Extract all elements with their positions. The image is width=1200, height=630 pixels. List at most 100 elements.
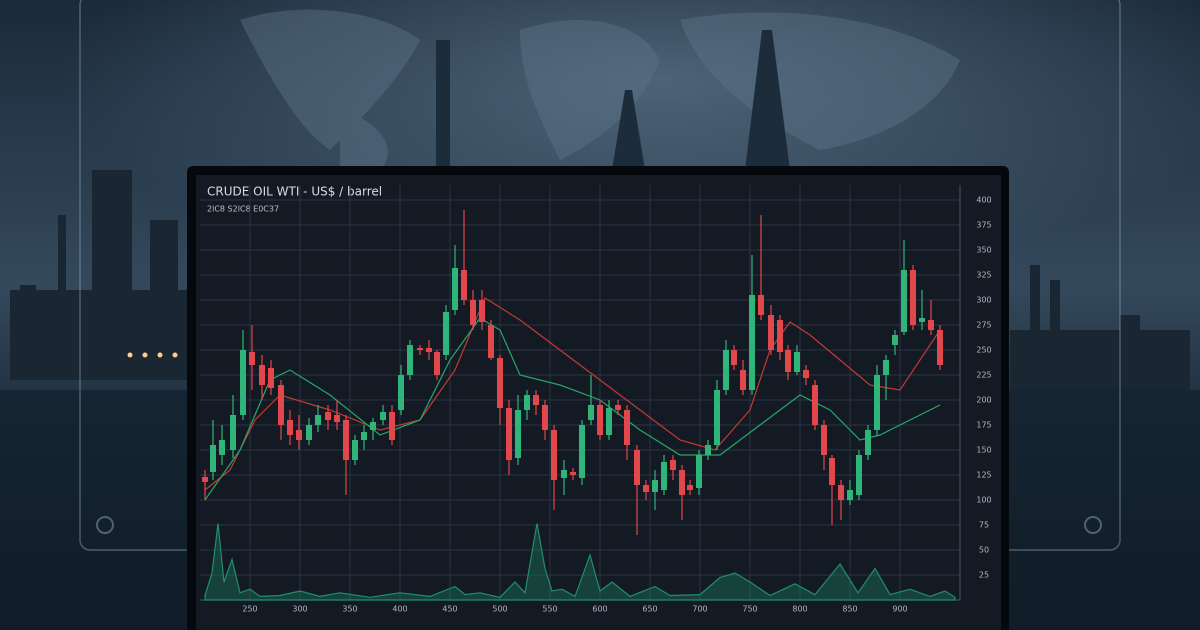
x-tick-label: 750 [742, 605, 757, 614]
candle-body [768, 315, 774, 350]
candle-body [928, 320, 934, 330]
candle-body [240, 350, 246, 415]
candle-body [315, 415, 321, 425]
y-tick-label: 375 [976, 221, 991, 230]
x-tick-label: 250 [242, 605, 257, 614]
candle-body [749, 295, 755, 390]
candle-body [634, 450, 640, 485]
x-tick-label: 400 [392, 605, 407, 614]
candle-body [370, 422, 376, 430]
average-line [204, 297, 941, 491]
chart-subtitle: 2lC8 S2lC8 E0C37 [207, 205, 279, 214]
y-tick-label: 325 [976, 271, 991, 280]
candle-body [352, 440, 358, 460]
panel-knob [1084, 516, 1102, 534]
candle-body [937, 330, 943, 365]
y-tick-label: 350 [976, 246, 991, 255]
x-tick-label: 650 [642, 605, 657, 614]
candle-body [714, 390, 720, 445]
x-tick-label: 900 [892, 605, 907, 614]
candle-body [343, 420, 349, 460]
panel-knob [96, 516, 114, 534]
candle-body [389, 412, 395, 440]
world-map [240, 9, 960, 170]
candle-body [777, 320, 783, 352]
x-tick-label: 700 [692, 605, 707, 614]
y-tick-label: 175 [976, 421, 991, 430]
candle-body [210, 445, 216, 472]
candle-body [892, 335, 898, 345]
candle-body [398, 375, 404, 410]
x-tick-label: 800 [792, 605, 807, 614]
candle-body [380, 412, 386, 420]
candle-body [847, 490, 853, 500]
candle-body [785, 350, 791, 372]
candle-body [470, 300, 476, 325]
candle-body [452, 268, 458, 310]
candle-body [202, 477, 208, 482]
candle-body [910, 270, 916, 325]
candle-body [506, 408, 512, 460]
candle-body [606, 408, 612, 435]
candle-body [829, 458, 835, 485]
candle-body [901, 270, 907, 332]
y-tick-label: 25 [979, 571, 989, 580]
candle-body [278, 385, 284, 425]
candle-body [705, 445, 711, 455]
x-tick-label: 850 [842, 605, 857, 614]
candle-body [588, 405, 594, 420]
candle-body [821, 425, 827, 455]
candle-body [417, 348, 423, 350]
y-tick-label: 75 [979, 521, 989, 530]
y-tick-label: 250 [976, 346, 991, 355]
refinery-right [1010, 265, 1190, 390]
candle-body [652, 480, 658, 492]
candle-body [287, 420, 293, 435]
candle-body [561, 470, 567, 478]
candle-body [579, 425, 585, 478]
x-tick-label: 550 [542, 605, 557, 614]
y-tick-label: 125 [976, 471, 991, 480]
candle-body [434, 352, 440, 375]
candle-body [856, 455, 862, 495]
x-tick-label: 450 [442, 605, 457, 614]
monitor-screen [196, 175, 1001, 630]
candle-body [874, 375, 880, 430]
candle-body [479, 300, 485, 322]
candle-body [883, 360, 889, 375]
candle-body [296, 430, 302, 440]
candle-body [488, 325, 494, 358]
candle-body [597, 405, 603, 435]
candle-body [259, 365, 265, 385]
y-tick-label: 275 [976, 321, 991, 330]
candle-body [740, 370, 746, 390]
x-tick-label: 350 [342, 605, 357, 614]
candle-body [615, 405, 621, 410]
candle-body [426, 348, 432, 352]
candle-body [670, 460, 676, 470]
y-tick-label: 50 [979, 546, 989, 555]
candle-body [306, 425, 312, 440]
candle-body [794, 352, 800, 372]
candle-body [803, 370, 809, 378]
candle-body [325, 412, 331, 420]
candle-body [731, 350, 737, 365]
candle-body [533, 395, 539, 405]
candle-body [643, 485, 649, 492]
refinery-lights [127, 352, 178, 358]
plot: 25 50 75 100 125 150 175 200 225 250 275 300 325 350 3… [200, 185, 992, 614]
candle-body [230, 415, 236, 450]
candle-body [687, 485, 693, 490]
volume-area [204, 523, 956, 601]
oil-rigs [436, 30, 790, 170]
y-tick-label: 300 [976, 296, 991, 305]
candle-body [919, 318, 925, 322]
y-tick-label: 150 [976, 446, 991, 455]
x-tick-label: 500 [492, 605, 507, 614]
average-line [204, 317, 941, 501]
candle-body [515, 410, 521, 458]
y-tick-label: 225 [976, 371, 991, 380]
x-tick-label: 300 [292, 605, 307, 614]
candle-body [865, 430, 871, 455]
